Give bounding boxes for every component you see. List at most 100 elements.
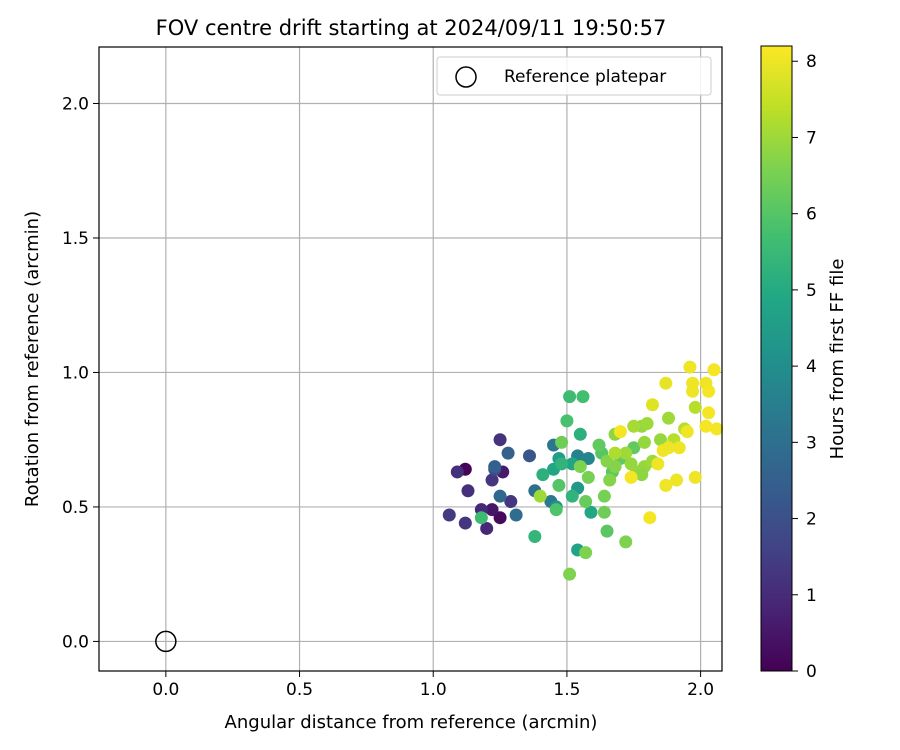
data-point [597,489,611,503]
data-point [659,478,673,492]
x-tick-label: 1.0 [420,680,447,700]
x-tick-label: 0.0 [152,680,179,700]
data-point [450,465,464,479]
data-point [528,530,542,544]
data-point [555,435,569,449]
legend: Reference platepar [436,56,712,96]
data-point [581,452,595,466]
data-point [608,460,622,474]
data-point [584,505,598,519]
data-point [565,489,579,503]
data-point [635,468,649,482]
data-point [576,390,590,404]
data-point [552,478,566,492]
data-point [458,516,472,530]
data-point [563,390,577,404]
y-tick-label: 1.0 [62,363,89,383]
data-point [659,376,673,390]
data-point [619,446,633,460]
y-tick-label: 0.0 [62,632,89,652]
grid-lines [99,47,722,671]
data-point [672,441,686,455]
data-point [619,535,633,549]
data-point [592,438,606,452]
data-point [563,567,577,581]
data-point [549,503,563,517]
data-point [573,460,587,474]
data-point [480,521,494,535]
chart-title: FOV centre drift starting at 2024/09/11 … [156,16,667,40]
data-point [581,470,595,484]
data-point [662,441,676,455]
data-point [504,495,518,509]
colorbar-ticks: 0 1 2 3 4 5 6 7 8 [792,52,817,682]
data-points [442,360,724,581]
colorbar-tick-label: 7 [806,128,817,148]
legend-label: Reference platepar [504,67,666,87]
colorbar-tick-label: 8 [806,52,817,72]
data-point [597,505,611,519]
data-point [600,524,614,538]
colorbar-tick-label: 5 [806,281,817,301]
data-point [654,433,668,447]
data-point [579,495,593,509]
data-point [662,411,676,425]
data-point [522,449,536,463]
data-point [485,503,499,517]
data-point [573,427,587,441]
data-point [536,468,550,482]
y-axis-label: Rotation from reference (arcmin) [22,211,43,507]
data-point [603,473,617,487]
legend-box [436,56,712,96]
data-point [555,457,569,471]
colorbar-tick-label: 1 [806,586,817,606]
data-point [688,470,702,484]
data-point [702,384,716,398]
data-point [688,400,702,414]
x-axis-ticks: 0.0 0.5 1.0 1.5 2.0 [152,671,714,700]
colorbar-tick-label: 6 [806,205,817,225]
data-point [624,470,638,484]
x-axis-label: Angular distance from reference (arcmin) [225,712,598,733]
colorbar [760,45,793,672]
colorbar-tick-label: 3 [806,433,817,453]
data-point [702,406,716,420]
y-tick-label: 2.0 [62,94,89,114]
colorbar-tick-label: 4 [806,357,817,377]
data-point [683,360,697,374]
data-point [651,457,665,471]
plot-frame [98,46,723,672]
data-point [643,511,657,525]
y-tick-label: 1.5 [62,229,89,249]
data-point [493,433,507,447]
legend-reference-marker [455,66,477,88]
data-point [637,435,651,449]
data-point [699,419,713,433]
y-axis-ticks: 0.0 0.5 1.0 1.5 2.0 [62,94,99,652]
data-point [670,473,684,487]
data-point [627,419,641,433]
data-point [509,508,523,522]
data-point [579,546,593,560]
data-point [710,422,724,436]
data-point [645,398,659,412]
data-point [485,473,499,487]
reference-marker [155,630,177,653]
data-point [474,511,488,525]
data-point [501,446,515,460]
data-point [493,489,507,503]
colorbar-tick-label: 2 [806,510,817,530]
data-point [707,363,721,377]
data-point [613,425,627,439]
y-tick-label: 0.5 [62,498,89,518]
data-point [640,417,654,431]
data-point [493,511,507,525]
x-tick-label: 2.0 [687,680,714,700]
data-point [461,484,475,498]
x-tick-label: 1.5 [553,680,580,700]
data-point [608,446,622,460]
data-point [680,425,694,439]
colorbar-label: Hours from first FF file [827,259,848,460]
data-point [686,384,700,398]
